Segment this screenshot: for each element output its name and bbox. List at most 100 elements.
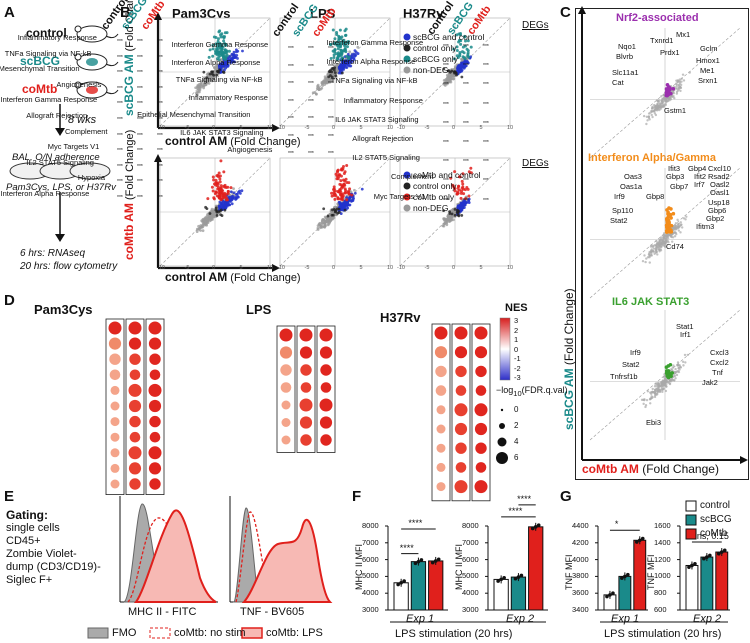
enrichment-dot	[319, 346, 333, 359]
data-point	[233, 56, 237, 59]
data-point	[658, 390, 662, 393]
data-point	[465, 47, 469, 51]
c-ylabel: scBCG AM (Fold Change)	[562, 288, 576, 430]
enrichment-dot	[300, 434, 312, 446]
data-point	[651, 115, 654, 119]
data-point	[353, 188, 356, 192]
data-point	[222, 170, 226, 174]
significance-stars: ***	[117, 101, 123, 108]
data-point	[645, 122, 648, 126]
duration-label: 8 wks	[68, 114, 97, 126]
enrichment-dot	[148, 321, 162, 335]
data-point	[651, 387, 654, 391]
data-point	[460, 50, 464, 54]
bar-chart	[385, 525, 448, 611]
enrichment-dot	[320, 382, 332, 393]
enrichment-dot	[149, 353, 161, 365]
data-point	[673, 374, 677, 378]
data-point	[218, 63, 222, 67]
size-tick: 2	[514, 421, 519, 430]
data-point	[448, 212, 452, 215]
significance-stars: ***	[463, 178, 469, 185]
data-point	[347, 181, 351, 185]
data-point	[217, 191, 221, 195]
data-point	[215, 214, 219, 217]
data-point	[223, 48, 227, 52]
data-point	[333, 66, 337, 70]
data-point	[341, 192, 345, 196]
data-point	[670, 367, 673, 371]
data-point	[339, 37, 343, 41]
data-point	[219, 186, 223, 190]
sub3-title: IL6 JAK STAT3	[612, 296, 690, 308]
data-point	[327, 70, 331, 73]
data-point	[219, 184, 223, 188]
data-point	[218, 177, 222, 181]
data-point	[202, 217, 205, 221]
data-point	[206, 218, 210, 222]
data-point	[219, 213, 222, 217]
enrichment-dot	[474, 422, 488, 436]
data-point	[333, 197, 337, 201]
data-point	[669, 95, 672, 98]
data-point	[211, 70, 215, 74]
data-point	[670, 378, 673, 382]
data-point	[458, 175, 462, 179]
significance-stars: ***	[443, 63, 449, 70]
data-point	[218, 41, 222, 45]
data-point	[457, 38, 461, 42]
enrichment-dot	[320, 364, 332, 376]
data-point	[217, 210, 221, 214]
significance-stars: ***	[483, 120, 489, 127]
data-point	[669, 230, 674, 234]
enrichment-dot	[300, 364, 312, 376]
stim-title-h37rv: H37Rv	[403, 6, 444, 21]
data-point	[459, 42, 463, 46]
enrichment-dot	[455, 385, 467, 396]
row-label: IL2 STAT5 Signaling	[26, 157, 94, 167]
data-point	[649, 250, 653, 253]
data-point	[461, 182, 465, 186]
data-point	[666, 99, 669, 103]
row-label: Myc Targets V1	[373, 191, 426, 201]
nes-tick: -2	[514, 363, 521, 373]
data-point	[227, 202, 231, 206]
legend-swatch	[685, 528, 697, 540]
data-point	[676, 363, 680, 367]
data-point	[660, 382, 663, 385]
significance-stars: ***	[137, 54, 143, 61]
enrichment-dot	[435, 365, 447, 378]
data-point	[332, 68, 336, 72]
data-point	[663, 381, 667, 384]
bar	[410, 561, 427, 611]
row-label: Interferon Alpha Response	[0, 189, 90, 198]
data-point	[223, 41, 227, 45]
row-label: Interferon Gamma Response	[171, 40, 269, 49]
row-label: Epithelial Mesenchymal Transition	[0, 64, 80, 74]
y-axis-label: MHC II MFI	[354, 544, 364, 590]
data-point	[228, 54, 232, 58]
data-point	[656, 390, 660, 393]
data-point	[669, 216, 673, 220]
y-tick-label: 4400	[572, 521, 589, 530]
enrichment-dot	[129, 431, 141, 443]
significance-stars: ***	[463, 197, 469, 204]
data-point	[684, 218, 687, 221]
legend-dot	[403, 66, 411, 74]
data-point	[216, 181, 220, 185]
data-point	[205, 207, 209, 211]
data-point	[678, 78, 681, 81]
data-point	[453, 208, 457, 211]
significance-stars: ***	[157, 132, 163, 139]
data-point	[331, 28, 335, 32]
data-point	[342, 68, 346, 71]
data-point	[665, 233, 668, 237]
panel-a: control scBCG coMtb 8 wks BAL, O/N adher…	[0, 0, 120, 290]
gene-label: Gbp7	[670, 182, 689, 191]
enrichment-dot	[454, 403, 468, 417]
data-point	[660, 95, 663, 98]
data-point	[679, 366, 682, 369]
enrichment-dot	[110, 417, 120, 427]
row-label: Angiogenesis	[227, 145, 273, 154]
bar	[428, 560, 444, 611]
